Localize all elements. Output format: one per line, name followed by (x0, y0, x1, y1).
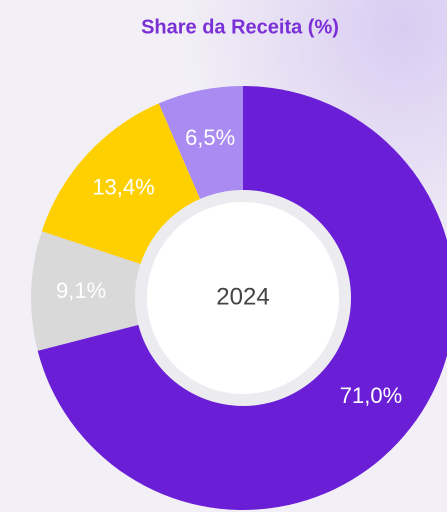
slice (37, 86, 447, 510)
slice (30, 231, 149, 351)
data-label: 6,5% (185, 125, 235, 150)
center-label: 2024 (216, 283, 269, 310)
chart-title: Share da Receita (%) (141, 16, 339, 38)
slice (158, 86, 243, 207)
data-label: 71,0% (340, 383, 402, 408)
data-label: 13,4% (92, 174, 154, 199)
data-label: 9,1% (56, 278, 106, 303)
hole (147, 202, 339, 394)
slices (30, 86, 447, 510)
